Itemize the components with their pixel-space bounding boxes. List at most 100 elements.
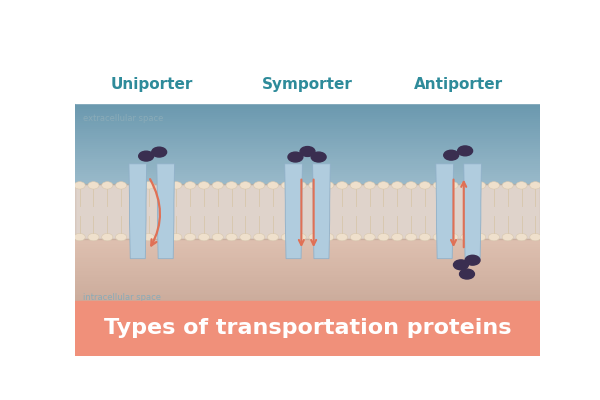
Bar [75, 256, 540, 258]
Circle shape [378, 182, 389, 189]
Bar [75, 252, 540, 254]
Circle shape [295, 182, 306, 189]
Circle shape [419, 182, 430, 189]
Bar [75, 296, 540, 298]
Bar [75, 136, 540, 138]
Circle shape [157, 234, 168, 241]
Bar [75, 132, 540, 134]
Circle shape [458, 146, 473, 156]
Text: extracellular space: extracellular space [83, 114, 164, 123]
Circle shape [139, 151, 154, 161]
Circle shape [240, 234, 251, 241]
Circle shape [288, 152, 303, 162]
Circle shape [406, 234, 416, 241]
Circle shape [530, 182, 541, 189]
Circle shape [350, 234, 361, 241]
Bar [75, 285, 540, 287]
Bar [75, 140, 540, 142]
Circle shape [447, 234, 458, 241]
Bar [75, 241, 540, 243]
Circle shape [309, 234, 320, 241]
Bar [75, 168, 540, 170]
Circle shape [185, 182, 196, 189]
Circle shape [337, 234, 347, 241]
Polygon shape [464, 164, 481, 259]
Circle shape [185, 234, 196, 241]
Circle shape [295, 234, 306, 241]
Bar [75, 130, 540, 132]
Bar [75, 48, 540, 104]
Text: Symporter: Symporter [262, 76, 353, 92]
Bar [75, 112, 540, 114]
Bar [75, 180, 540, 182]
Circle shape [101, 234, 113, 241]
Circle shape [419, 234, 430, 241]
Circle shape [226, 182, 237, 189]
Bar [75, 178, 540, 180]
Circle shape [143, 182, 154, 189]
Bar [75, 108, 540, 110]
Circle shape [199, 234, 209, 241]
Bar [75, 244, 540, 246]
Bar [75, 311, 540, 313]
Bar [75, 172, 540, 174]
Circle shape [171, 234, 182, 241]
Bar [75, 122, 540, 124]
Text: intracellular space: intracellular space [83, 293, 161, 302]
Bar [75, 239, 540, 241]
Bar [75, 276, 540, 278]
Bar [75, 124, 540, 126]
Circle shape [115, 234, 127, 241]
Bar [75, 184, 540, 239]
Bar [75, 243, 540, 244]
Bar [75, 246, 540, 248]
Circle shape [488, 182, 500, 189]
Bar [75, 306, 540, 307]
Circle shape [254, 182, 265, 189]
Text: Types of transportation proteins: Types of transportation proteins [104, 318, 511, 338]
Circle shape [88, 182, 99, 189]
Polygon shape [313, 164, 330, 259]
Circle shape [350, 182, 361, 189]
Bar [75, 150, 540, 152]
Circle shape [433, 182, 444, 189]
Bar [75, 118, 540, 120]
Circle shape [212, 234, 223, 241]
Bar [75, 267, 540, 268]
Polygon shape [129, 164, 146, 259]
Circle shape [461, 182, 472, 189]
Bar [75, 160, 540, 162]
Circle shape [281, 234, 292, 241]
Bar [75, 176, 540, 178]
Bar [75, 138, 540, 140]
Bar [75, 158, 540, 160]
Circle shape [152, 147, 167, 157]
Circle shape [268, 234, 278, 241]
Circle shape [502, 182, 514, 189]
Circle shape [433, 234, 444, 241]
Circle shape [281, 182, 292, 189]
Bar [75, 263, 540, 265]
Circle shape [115, 182, 127, 189]
Bar [75, 254, 540, 256]
Bar [75, 291, 540, 292]
Bar [75, 154, 540, 156]
Circle shape [530, 234, 541, 241]
Bar [75, 114, 540, 116]
Bar [75, 283, 540, 285]
Circle shape [460, 269, 475, 279]
Text: Uniporter: Uniporter [110, 76, 193, 92]
Bar [75, 268, 540, 270]
Bar [75, 126, 540, 128]
Bar [75, 248, 540, 250]
Circle shape [130, 182, 140, 189]
Bar [75, 182, 540, 184]
Circle shape [364, 234, 375, 241]
Circle shape [447, 182, 458, 189]
Bar [75, 307, 540, 309]
Bar [75, 265, 540, 267]
Bar [75, 280, 540, 282]
Circle shape [516, 182, 527, 189]
Bar [75, 164, 540, 166]
Circle shape [157, 182, 168, 189]
